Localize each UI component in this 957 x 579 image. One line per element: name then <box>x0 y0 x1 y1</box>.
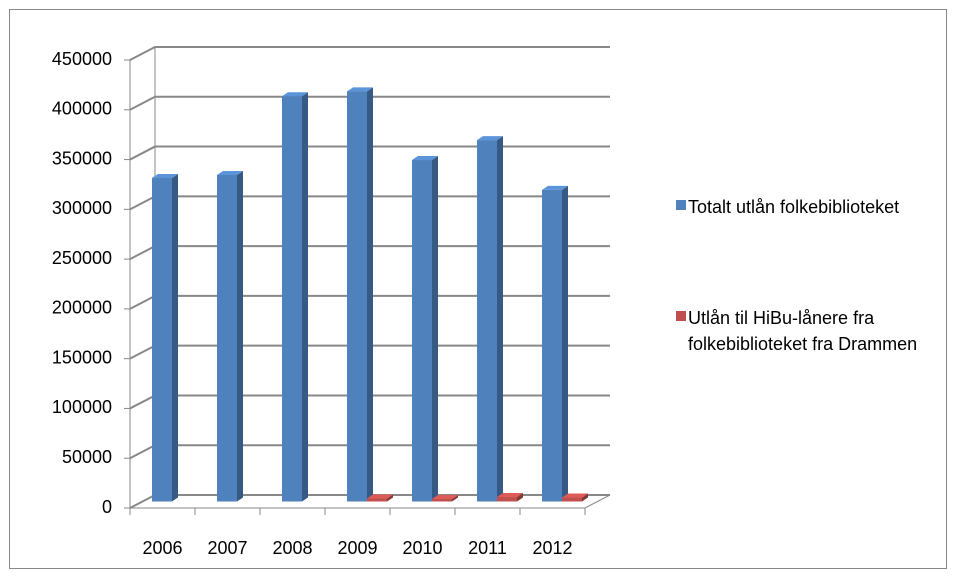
bar-top <box>432 495 458 500</box>
bar-side <box>497 136 503 502</box>
legend-swatch <box>676 200 686 210</box>
y-tick-label: 0 <box>102 497 112 517</box>
y-tick-label: 350000 <box>52 148 112 168</box>
legend-label: Utlån til HiBu-lånere fra folkebibliotek… <box>688 308 918 354</box>
bar-top <box>542 185 568 190</box>
grid-line <box>129 46 610 61</box>
legend-entry: Utlån til HiBu-lånere fra folkebibliotek… <box>676 305 926 357</box>
bar-top <box>412 156 438 161</box>
legend-label: Totalt utlån folkebiblioteket <box>688 197 900 217</box>
bar <box>497 497 517 502</box>
bar-top <box>477 136 503 141</box>
bar-side <box>452 495 458 502</box>
bar <box>282 96 302 502</box>
bar <box>432 499 452 502</box>
x-tick-label: 2010 <box>402 538 442 558</box>
x-tick-label: 2008 <box>272 538 312 558</box>
bar-side <box>172 173 178 502</box>
bar-top <box>497 493 523 498</box>
grid-line <box>129 95 610 111</box>
bar-side <box>387 494 393 502</box>
bar-side <box>517 493 523 502</box>
legend-entry: Totalt utlån folkebiblioteket <box>676 194 926 220</box>
bar-side <box>302 92 308 502</box>
bar-top <box>217 170 243 175</box>
bar-top <box>347 87 373 92</box>
bar-top <box>152 173 178 178</box>
bar <box>562 497 582 502</box>
bar-top <box>367 494 393 499</box>
bar-top <box>282 92 308 97</box>
y-tick-label: 100000 <box>52 397 112 417</box>
y-tick-label: 200000 <box>52 298 112 318</box>
bar <box>152 177 172 502</box>
y-tick-label: 400000 <box>52 99 112 119</box>
bar <box>412 160 432 502</box>
x-tick-label: 2011 <box>468 538 507 558</box>
y-tick-label: 300000 <box>52 198 112 218</box>
bar-side <box>432 156 438 502</box>
grid-line <box>129 145 610 161</box>
x-tick-label: 2007 <box>207 538 247 558</box>
bar <box>542 189 562 502</box>
bar <box>347 91 367 502</box>
bar-side <box>237 170 243 502</box>
bar <box>217 174 237 502</box>
y-tick-label: 50000 <box>62 447 112 467</box>
bar-side <box>562 185 568 502</box>
y-tick-label: 250000 <box>52 248 112 268</box>
legend-swatch <box>676 311 686 321</box>
bar-side <box>367 87 373 502</box>
bar-side <box>582 493 588 502</box>
x-tick-label: 2009 <box>337 538 377 558</box>
y-tick-label: 150000 <box>52 347 112 367</box>
y-tick-label: 450000 <box>52 49 112 69</box>
bar-top <box>562 493 588 498</box>
x-tick-label: 2012 <box>532 538 572 558</box>
bar <box>477 140 497 502</box>
bar <box>367 498 387 502</box>
x-tick-label: 2006 <box>142 538 182 558</box>
